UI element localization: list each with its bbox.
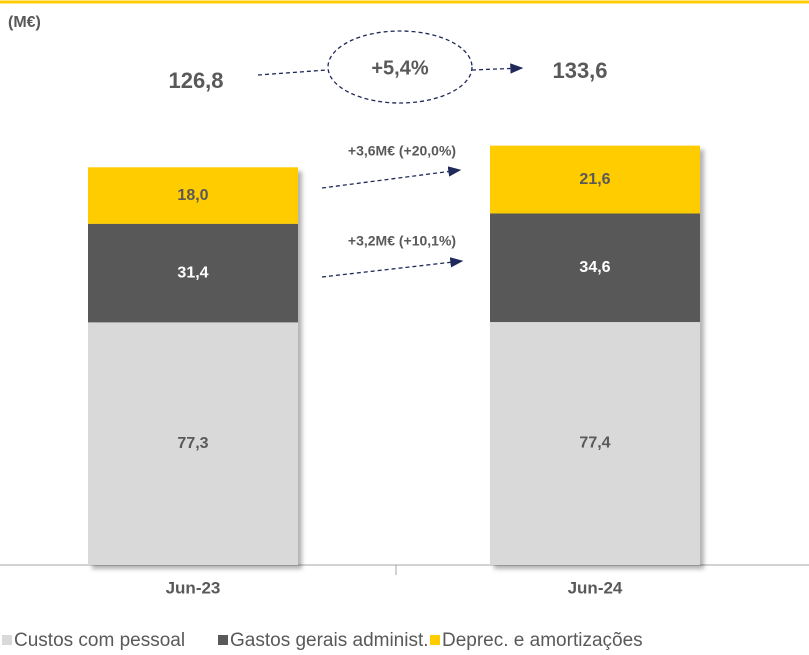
legend-label: Deprec. e amortizações [442,630,643,651]
bar-segment [490,213,700,323]
data-label: 34,6 [579,259,610,276]
connector [257,69,328,76]
bar-segment [490,145,700,214]
arrows [257,30,524,278]
total-label: 126,8 [168,68,223,93]
legend-label: Gastos gerais administ. [230,630,429,651]
data-label: 21,6 [579,171,610,188]
growth-label: +5,4% [371,57,428,79]
bar-segment [490,322,700,565]
data-label: 18,0 [177,187,208,204]
bar-segment [88,223,298,323]
unit-label: (M€) [8,14,41,31]
x-tick-label: Jun-23 [166,578,221,597]
legend-swatch [218,635,228,645]
x-tick-label: Jun-24 [568,578,623,597]
growth-ellipse [327,30,473,104]
data-label: 77,3 [177,435,208,452]
legend-swatch [430,635,440,645]
bar-segment [88,322,298,565]
arrow [321,257,464,278]
legend-swatch [2,635,12,645]
bar-segment [88,167,298,224]
data-label: 77,4 [579,435,610,452]
delta-label: +3,2M€ (+10,1%) [348,233,456,249]
arrow [321,166,462,189]
bar-stack [490,145,700,565]
total-label: 133,6 [552,58,607,83]
arrow [471,63,524,74]
legend-label: Custos com pessoal [14,630,185,651]
bar-stack [88,167,298,565]
data-label: 31,4 [177,264,208,281]
delta-label: +3,6M€ (+20,0%) [348,143,456,159]
